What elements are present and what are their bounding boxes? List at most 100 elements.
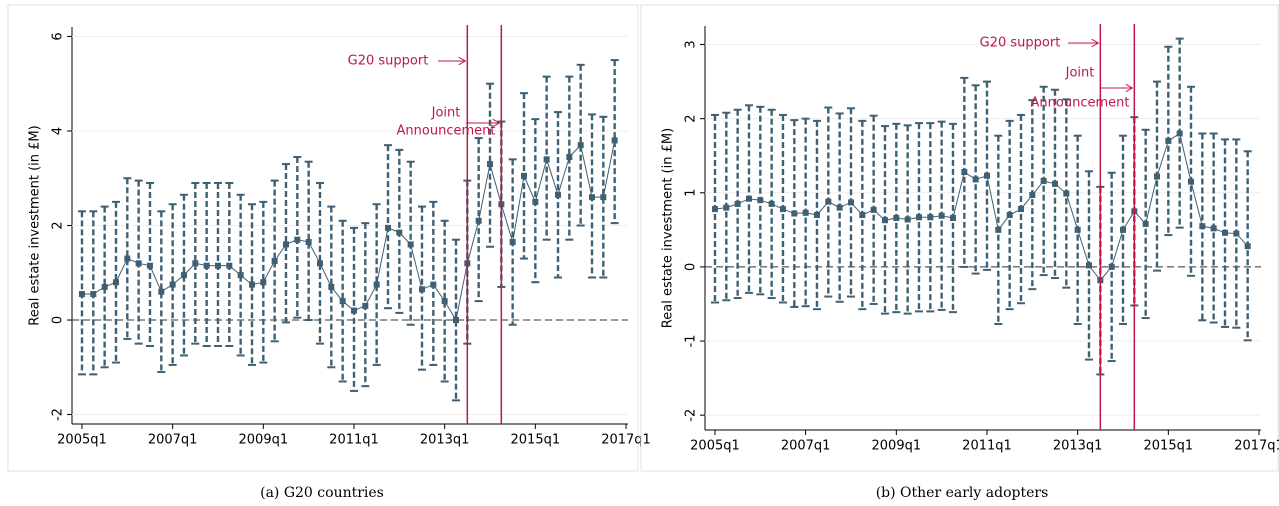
point bbox=[339, 298, 346, 305]
point bbox=[1233, 230, 1240, 237]
x-tick-label: 2017q1 bbox=[601, 433, 651, 448]
point bbox=[180, 272, 187, 279]
point bbox=[554, 191, 561, 198]
point bbox=[927, 214, 934, 221]
point bbox=[779, 206, 786, 213]
point bbox=[825, 198, 832, 205]
point bbox=[282, 241, 289, 248]
point bbox=[881, 217, 888, 224]
y-tick-label: -1 bbox=[684, 335, 699, 348]
x-tick-label: 2007q1 bbox=[781, 439, 831, 454]
panel-frame bbox=[7, 4, 639, 472]
point bbox=[1017, 206, 1024, 213]
annotation: G20 support bbox=[980, 36, 1061, 51]
x-tick-label: 2009q1 bbox=[872, 439, 922, 454]
x-tick-label: 2013q1 bbox=[420, 433, 470, 448]
annotation: Joint bbox=[431, 106, 461, 121]
y-tick-label: 0 bbox=[51, 316, 66, 324]
point bbox=[226, 262, 233, 269]
point bbox=[486, 161, 493, 168]
point bbox=[1029, 192, 1036, 199]
point bbox=[350, 307, 357, 314]
point bbox=[961, 169, 968, 176]
point bbox=[915, 214, 922, 221]
point bbox=[893, 214, 900, 221]
point bbox=[520, 172, 527, 179]
point bbox=[949, 214, 956, 221]
point bbox=[1199, 223, 1206, 230]
point bbox=[328, 283, 335, 290]
point bbox=[112, 279, 119, 286]
annotation: Announcement bbox=[1031, 96, 1130, 111]
point bbox=[260, 279, 267, 286]
point bbox=[441, 298, 448, 305]
point bbox=[1119, 226, 1126, 233]
point bbox=[972, 176, 979, 183]
point bbox=[158, 288, 165, 295]
point bbox=[192, 260, 199, 267]
point bbox=[396, 229, 403, 236]
point bbox=[1051, 180, 1058, 187]
point bbox=[509, 239, 516, 246]
point bbox=[1040, 177, 1047, 184]
panel-caption: (a) G20 countries bbox=[260, 485, 384, 501]
point bbox=[836, 204, 843, 211]
point bbox=[384, 224, 391, 231]
point bbox=[600, 194, 607, 201]
panel-frame bbox=[640, 4, 1279, 472]
y-tick-label: 4 bbox=[51, 127, 66, 135]
point bbox=[294, 236, 301, 243]
panel-caption: (b) Other early adopters bbox=[876, 485, 1049, 501]
point bbox=[418, 286, 425, 293]
point bbox=[248, 281, 255, 288]
point bbox=[452, 317, 459, 324]
point bbox=[475, 217, 482, 224]
point bbox=[757, 197, 764, 204]
point bbox=[135, 260, 142, 267]
point bbox=[983, 172, 990, 179]
point bbox=[430, 281, 437, 288]
point bbox=[101, 283, 108, 290]
point bbox=[543, 156, 550, 163]
point bbox=[1210, 225, 1217, 232]
point bbox=[588, 194, 595, 201]
point bbox=[995, 226, 1002, 233]
annotation: Announcement bbox=[397, 124, 496, 139]
x-tick-label: 2007q1 bbox=[148, 433, 198, 448]
point bbox=[723, 204, 730, 211]
point bbox=[904, 216, 911, 223]
point bbox=[734, 200, 741, 207]
point bbox=[532, 198, 539, 205]
x-tick-label: 2015q1 bbox=[511, 433, 561, 448]
y-tick-label: 0 bbox=[684, 263, 699, 271]
point bbox=[859, 212, 866, 219]
point bbox=[847, 199, 854, 206]
point bbox=[78, 291, 85, 298]
panel: -2 0 2 4 6 2005q1 2007q1 2009q1 2011q1 2013q1 2015… bbox=[7, 4, 651, 501]
point bbox=[305, 239, 312, 246]
point bbox=[577, 142, 584, 149]
x-tick-label: 2013q1 bbox=[1053, 439, 1103, 454]
x-tick-label: 2015q1 bbox=[1144, 439, 1194, 454]
point bbox=[1165, 137, 1172, 144]
x-tick-label: 2009q1 bbox=[239, 433, 289, 448]
y-tick-label: -2 bbox=[51, 408, 66, 421]
point bbox=[1221, 229, 1228, 236]
x-tick-label: 2011q1 bbox=[329, 433, 379, 448]
point bbox=[1153, 173, 1160, 180]
point bbox=[169, 281, 176, 288]
x-tick-label: 2011q1 bbox=[962, 439, 1012, 454]
point bbox=[566, 153, 573, 160]
point bbox=[237, 272, 244, 279]
point bbox=[1187, 178, 1194, 185]
point bbox=[214, 262, 221, 269]
point bbox=[791, 210, 798, 217]
point bbox=[1108, 263, 1115, 270]
y-tick-label: -2 bbox=[684, 409, 699, 422]
y-tick-label: 1 bbox=[684, 189, 699, 197]
point bbox=[1142, 220, 1149, 227]
point bbox=[271, 257, 278, 264]
point bbox=[316, 260, 323, 267]
point bbox=[611, 137, 618, 144]
